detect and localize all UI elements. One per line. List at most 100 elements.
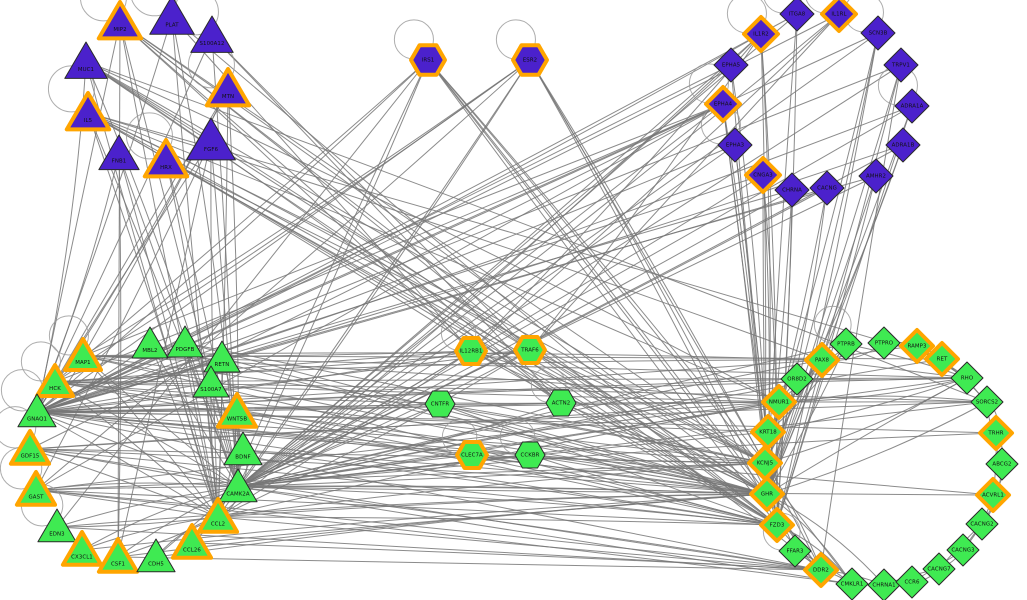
graph-node-il5[interactable]	[64, 91, 112, 132]
graph-edge	[217, 349, 531, 518]
graph-node-ddr2[interactable]	[803, 552, 839, 588]
graph-node-cacng[interactable]	[809, 170, 845, 206]
graph-node-csf1[interactable]	[96, 537, 140, 574]
graph-node-ptprb[interactable]	[829, 327, 863, 361]
graph-node-fzd3[interactable]	[759, 507, 795, 543]
graph-edge	[237, 401, 780, 488]
graph-node-mtn[interactable]	[204, 67, 252, 108]
graph-edge	[54, 381, 766, 464]
graph-node-or8d2[interactable]	[780, 362, 814, 396]
graph-node-il1r2[interactable]	[742, 15, 780, 53]
graph-node-sorcs2[interactable]	[970, 385, 1004, 419]
graph-node-fgf6[interactable]	[186, 117, 236, 161]
graph-node-hrx[interactable]	[142, 138, 190, 179]
graph-node-ptpro[interactable]	[867, 326, 901, 360]
graph-node-epha4[interactable]	[704, 85, 742, 123]
graph-node-adra1a[interactable]	[894, 88, 930, 124]
graph-node-wnt5b[interactable]	[215, 392, 259, 429]
graph-node-muc1[interactable]	[64, 41, 108, 79]
graph-node-s100a12[interactable]	[190, 15, 234, 53]
graph-edge	[184, 342, 239, 488]
graph-node-cdh5[interactable]	[136, 538, 176, 573]
graph-node-adra1b[interactable]	[885, 127, 921, 163]
graph-node-mbl2[interactable]	[131, 326, 169, 359]
graph-node-mip2[interactable]	[96, 0, 144, 41]
graph-node-acvrl1[interactable]	[975, 477, 1011, 513]
graph-edge	[237, 377, 968, 488]
graph-node-esr2[interactable]	[511, 43, 549, 77]
graph-node-scn3b[interactable]	[860, 15, 896, 51]
graph-edge	[217, 462, 766, 518]
graph-node-nmur1[interactable]	[761, 384, 797, 420]
graph-node-itga8[interactable]	[779, 0, 815, 32]
graph-edge	[171, 16, 778, 526]
graph-edge	[117, 140, 212, 558]
graph-node-abcg2[interactable]	[985, 447, 1019, 481]
graph-node-fnb1[interactable]	[98, 134, 140, 171]
graph-node-il12rb1[interactable]	[454, 336, 488, 366]
graph-edge	[54, 59, 531, 383]
graph-edge	[36, 144, 736, 413]
graph-edge	[237, 13, 840, 488]
graph-node-traf6[interactable]	[513, 335, 547, 365]
graph-node-ffar3[interactable]	[778, 534, 812, 568]
graph-node-cckbr[interactable]	[514, 441, 546, 469]
graph-node-pdgfb[interactable]	[166, 325, 204, 358]
graph-node-chrna[interactable]	[774, 172, 810, 208]
graph-edge	[36, 378, 798, 413]
graph-node-trhr[interactable]	[978, 415, 1014, 451]
graph-node-hck[interactable]	[34, 363, 76, 398]
graph-node-gnaq1[interactable]	[17, 393, 57, 428]
graph-edge	[36, 401, 988, 413]
graph-node-epha3[interactable]	[717, 127, 753, 163]
graph-edge	[764, 377, 968, 464]
graph-node-chrna1[interactable]	[867, 568, 901, 600]
graph-node-map1[interactable]	[62, 337, 104, 372]
graph-edge	[171, 16, 472, 352]
graph-node-ccr6[interactable]	[895, 565, 929, 599]
graph-edge	[36, 401, 780, 413]
graph-node-plat[interactable]	[149, 0, 195, 35]
graph-node-ccl26[interactable]	[170, 523, 214, 560]
graph-edge	[149, 343, 219, 518]
graph-edge	[81, 486, 239, 551]
graph-node-ret[interactable]	[924, 341, 960, 377]
graph-node-actn2[interactable]	[545, 389, 577, 417]
graph-node-cacng2[interactable]	[965, 507, 999, 541]
graph-node-s100a7[interactable]	[192, 365, 230, 398]
graph-node-retn[interactable]	[203, 340, 241, 373]
graph-node-cacng7[interactable]	[922, 552, 956, 586]
graph-node-amhr2[interactable]	[858, 158, 894, 194]
graph-node-il1rl[interactable]	[820, 0, 858, 33]
graph-node-ghr[interactable]	[749, 476, 785, 512]
graph-node-irs1[interactable]	[409, 43, 447, 77]
graph-node-edn3[interactable]	[37, 508, 77, 543]
graph-node-gdf15[interactable]	[8, 429, 52, 466]
graph-edge	[82, 103, 724, 357]
graph-edge	[54, 381, 219, 518]
graph-node-cntfr[interactable]	[424, 390, 456, 418]
graph-edge	[471, 454, 768, 495]
graph-edge	[87, 112, 778, 526]
graph-edge	[191, 493, 768, 544]
graph-node-camk2a[interactable]	[218, 468, 258, 503]
node-layer[interactable]	[8, 0, 1019, 600]
graph-edge	[237, 431, 769, 488]
graph-node-ccl2[interactable]	[196, 497, 240, 534]
graph-node-cx3cl1[interactable]	[60, 530, 104, 567]
graph-node-trpv1[interactable]	[883, 47, 919, 83]
graph-node-epha5[interactable]	[713, 47, 749, 83]
graph-node-pax8[interactable]	[804, 342, 840, 378]
graph-edge	[118, 153, 219, 518]
graph-node-bdnf[interactable]	[223, 431, 263, 466]
graph-node-cmklr1[interactable]	[835, 567, 869, 600]
graph-node-cacng3[interactable]	[946, 533, 980, 567]
graph-node-ramp3[interactable]	[899, 328, 935, 364]
graph-node-clec7a[interactable]	[455, 440, 489, 470]
graph-node-rho[interactable]	[950, 361, 984, 395]
graph-node-cnga3[interactable]	[744, 156, 782, 194]
graph-node-gast[interactable]	[14, 470, 58, 507]
graph-edge	[35, 140, 212, 491]
